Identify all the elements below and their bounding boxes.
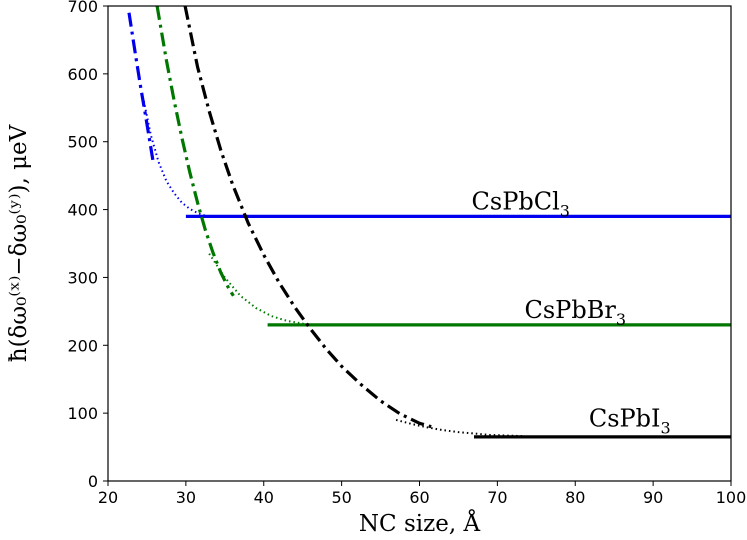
series-2-dotted-line [395,418,525,438]
x-tick-label: 30 [176,488,196,507]
annotation-text: CsPbBr [525,296,617,324]
annotation-label: CsPbBr3 [525,296,627,329]
plot-area [127,6,731,439]
y-tick-label: 100 [67,404,98,423]
y-axis: 0 100 200 300 400 500 600 700 [67,0,108,491]
annotation-label: CsPbI3 [589,405,671,438]
y-tick-label: 600 [67,65,98,84]
annotation-subscript: 3 [560,202,570,221]
x-tick-label: 20 [98,488,118,507]
annotation-subscript: 3 [616,310,626,329]
y-tick-label: 400 [67,201,98,220]
y-tick-label: 200 [67,336,98,355]
annotation-text: CsPbI [589,405,661,433]
y-tick-label: 700 [67,0,98,16]
series-1-dashdot-line [155,6,235,297]
x-tick-label: 60 [409,488,429,507]
x-tick-label: 100 [716,488,747,507]
y-tick-label: 300 [67,268,98,287]
x-tick-label: 90 [643,488,663,507]
series-2-dashdot-line [183,6,432,429]
y-tick-label: 500 [67,133,98,152]
x-axis-title: NC size, Å [359,509,481,537]
annotation-subscript: 3 [661,419,671,438]
x-tick-label: 70 [487,488,507,507]
x-tick-label: 80 [565,488,585,507]
y-tick-label: 0 [88,472,98,491]
x-tick-label: 50 [331,488,351,507]
x-axis: 20 30 40 50 60 70 80 90 100 [98,481,746,507]
annotation-label: CsPbCl3 [472,188,570,221]
y-axis-title: ħ(δω₀⁽ˣ⁾−δω₀⁽ʸ⁾), μeV [6,124,32,362]
x-tick-label: 40 [254,488,274,507]
series-1-dotted-line [208,253,319,326]
annotation-text: CsPbCl [472,188,560,216]
series-0-dashdot-line [127,12,155,163]
